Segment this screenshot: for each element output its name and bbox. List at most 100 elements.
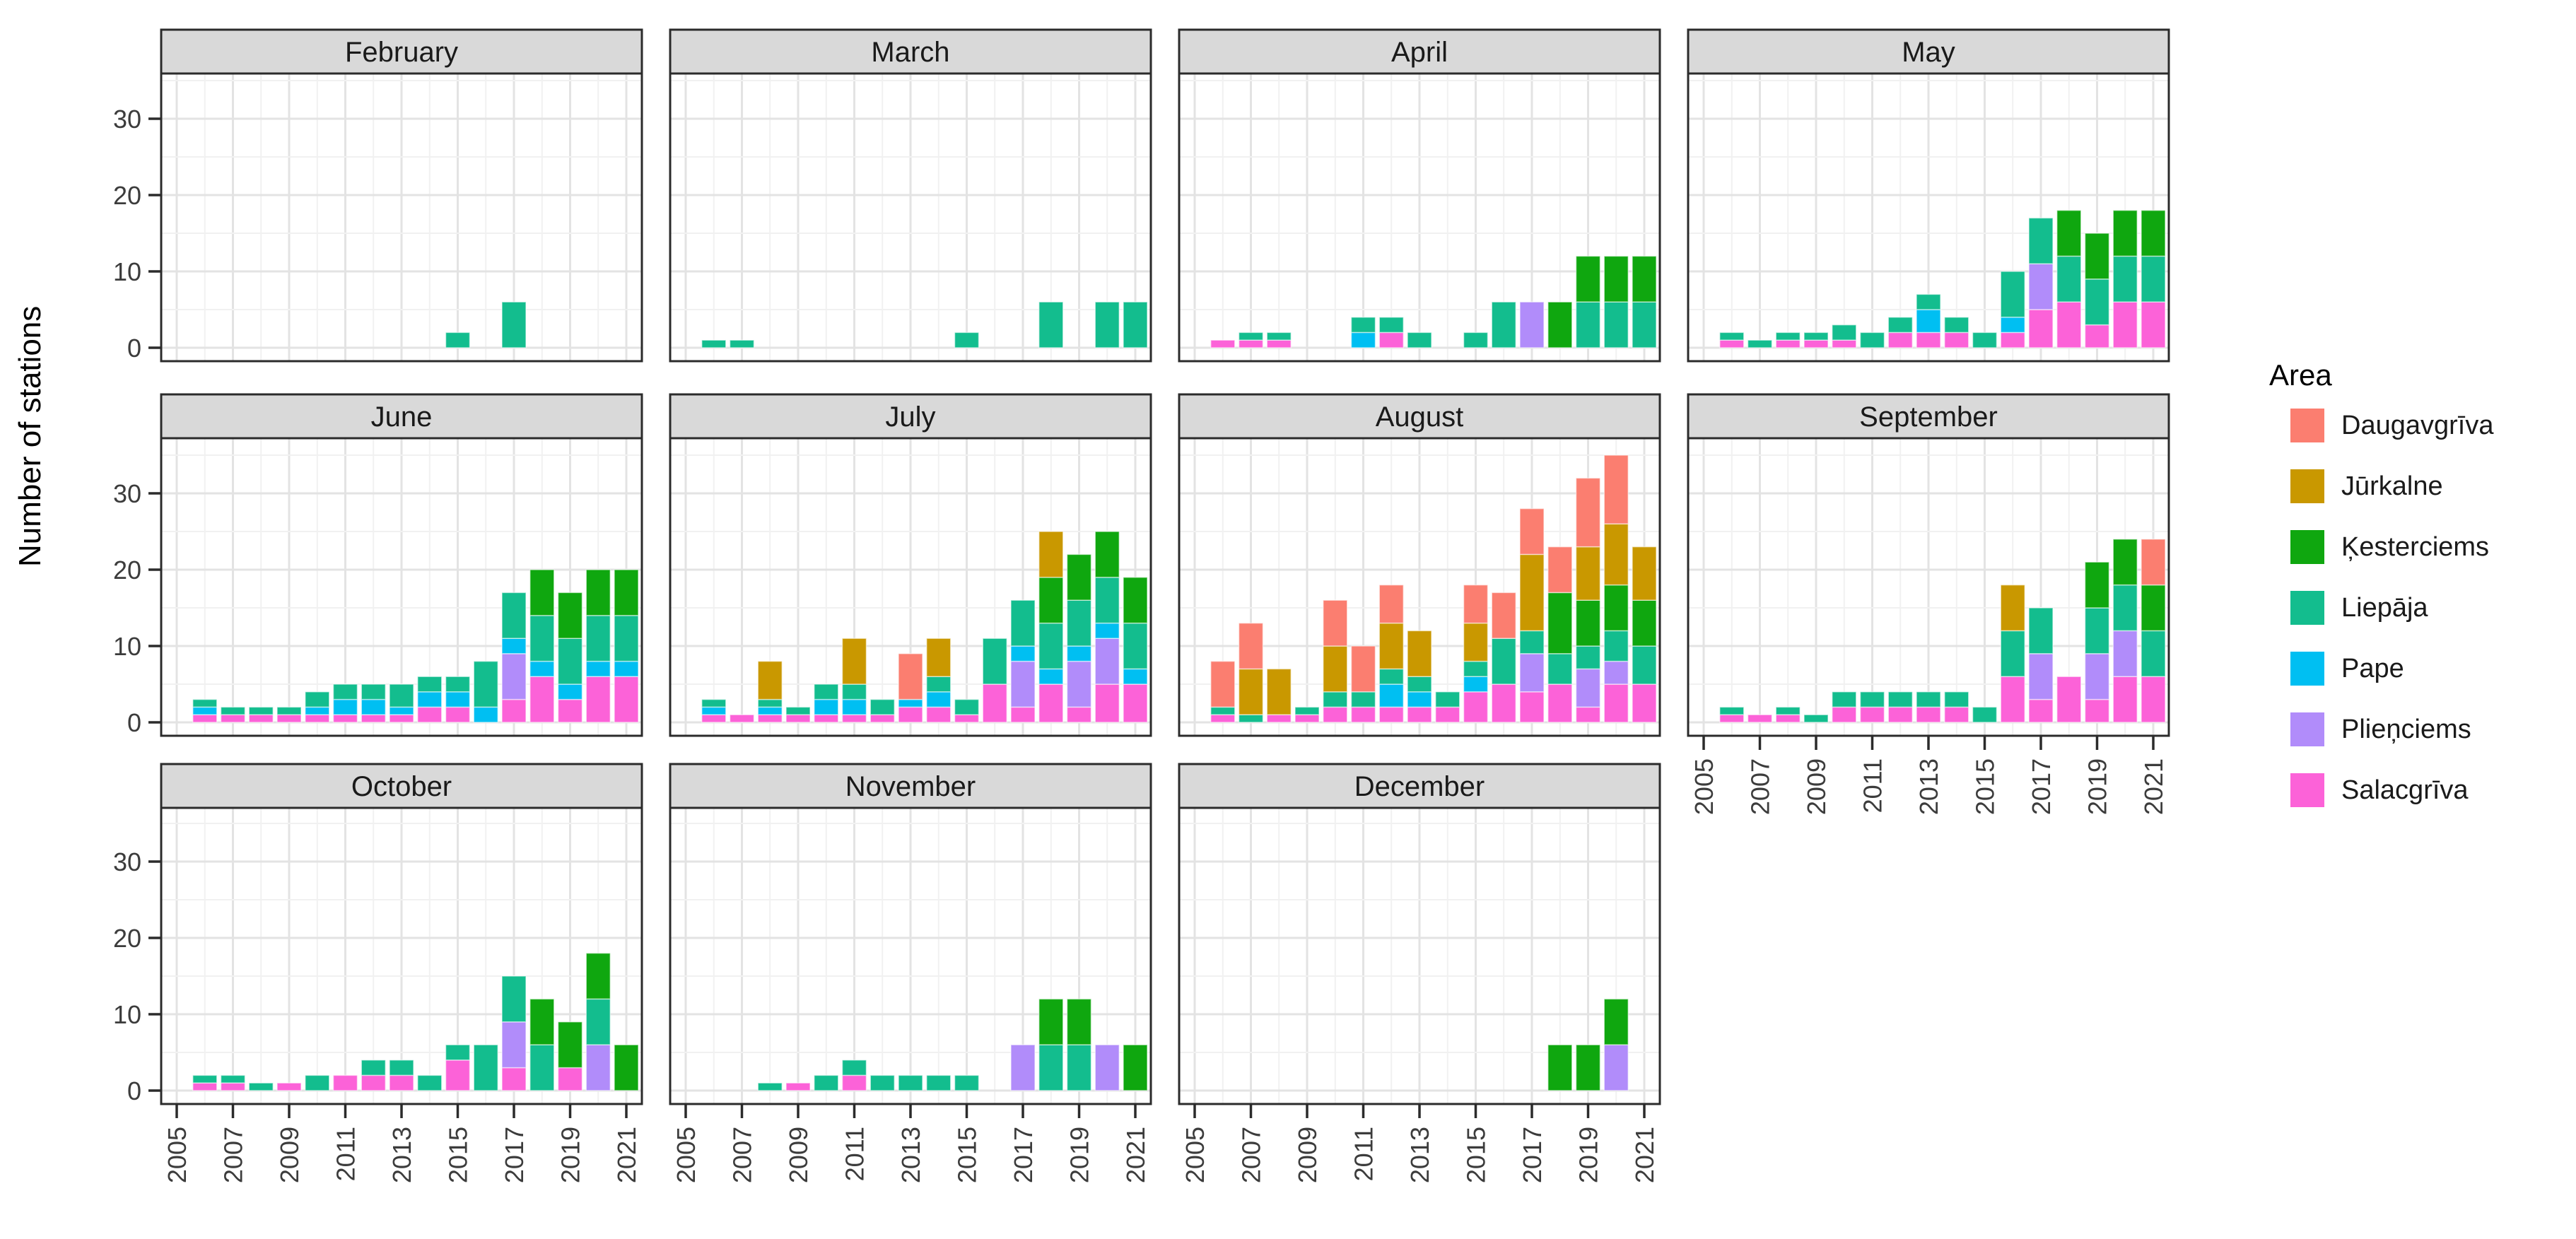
bar-segment-salacgrīva-2009 (785, 1082, 811, 1091)
bar-segment-salacgrīva-2013 (1407, 706, 1432, 723)
bar-segment-plieņciems-2017 (2028, 263, 2054, 310)
bar-segment-ķesterciems-2018 (2056, 209, 2082, 257)
bar-segment-liepāja-2012 (361, 683, 386, 700)
bar-segment-ķesterciems-2019 (1575, 599, 1601, 647)
bar-segment-liepāja-2009 (1294, 706, 1320, 715)
bar-segment-liepāja-2012 (870, 698, 895, 715)
bar-segment-ķesterciems-2018 (1547, 301, 1573, 348)
bar-segment-liepāja-2014 (1435, 691, 1460, 708)
bar-segment-salacgrīva-2018 (529, 676, 555, 723)
bar-segment-liepāja-2020 (1094, 577, 1120, 624)
bar-segment-salacgrīva-2007 (1747, 714, 1773, 723)
bar-segment-liepāja-2020 (1603, 630, 1629, 662)
bar-segment-pape-2012 (1378, 683, 1404, 708)
y-tick-label: 0 (127, 1076, 141, 1105)
x-tick-label: 2015 (1971, 758, 2000, 815)
bar-segment-liepāja-2012 (870, 1074, 895, 1091)
x-tick-label: 2013 (387, 1127, 416, 1183)
facet-strip (1178, 393, 1661, 440)
bar-segment-salacgrīva-2020 (2112, 301, 2138, 348)
bar-segment-salacgrīva-2006 (701, 714, 727, 723)
x-tick-label: 2013 (896, 1127, 925, 1183)
bar-segment-liepāja-2021 (1123, 301, 1148, 348)
bar-segment-jūrkalne-2012 (1378, 622, 1404, 670)
y-tick-label: 10 (113, 1000, 141, 1029)
x-tick-label: 2019 (556, 1127, 585, 1183)
facet-strip-label: December (1354, 771, 1485, 802)
bar-segment-liepāja-2020 (585, 998, 611, 1045)
bar-segment-liepāja-2017 (501, 301, 527, 348)
x-tick-label: 2009 (1293, 1127, 1322, 1183)
x-tick-label: 2011 (1858, 758, 1887, 813)
bar-segment-daugavgrīva-2016 (1491, 592, 1516, 639)
bar-segment-jūrkalne-2008 (757, 660, 783, 700)
bar-segment-pape-2013 (1407, 691, 1432, 708)
bar-segment-ķesterciems-2019 (2084, 561, 2110, 609)
bar-segment-salacgrīva-2007 (220, 714, 246, 723)
bar-segment-salacgrīva-2010 (1832, 706, 1857, 723)
bar-segment-salacgrīva-2021 (2141, 301, 2166, 348)
bar-segment-salacgrīva-2011 (332, 714, 358, 723)
bar-segment-salacgrīva-2019 (557, 1067, 583, 1091)
bar-segment-pape-2011 (1350, 331, 1376, 348)
bar-segment-ķesterciems-2020 (585, 952, 611, 1000)
bar-segment-pape-2008 (757, 706, 783, 715)
bar-segment-salacgrīva-2011 (841, 1074, 867, 1091)
bar-segment-ķesterciems-2020 (1603, 584, 1629, 632)
facet-strip (160, 28, 643, 75)
bar-segment-pape-2016 (2000, 317, 2025, 334)
bar-segment-plieņciems-2020 (2112, 630, 2138, 677)
bar-segment-liepāja-2014 (926, 676, 952, 693)
bar-segment-salacgrīva-2019 (557, 698, 583, 723)
bar-segment-pape-2013 (389, 706, 414, 715)
bar-segment-salacgrīva-2017 (501, 698, 527, 723)
bar-segment-jūrkalne-2010 (1323, 645, 1348, 693)
bar-segment-liepāja-2020 (1603, 301, 1629, 348)
bar-segment-plieņciems-2017 (501, 653, 527, 700)
bar-segment-liepāja-2017 (2028, 217, 2054, 264)
bar-segment-salacgrīva-2015 (954, 714, 980, 723)
bar-segment-salacgrīva-2009 (1803, 339, 1829, 348)
bar-segment-liepāja-2013 (1407, 676, 1432, 693)
bar-segment-liepāja-2006 (1210, 706, 1236, 715)
bar-segment-salacgrīva-2017 (501, 1067, 527, 1091)
bar-segment-salacgrīva-2021 (2141, 676, 2166, 723)
bar-segment-ķesterciems-2019 (557, 1021, 583, 1069)
y-tick-label: 0 (127, 334, 141, 363)
bar-segment-liepāja-2015 (1463, 660, 1489, 677)
bar-segment-liepāja-2008 (1775, 331, 1801, 341)
bar-segment-salacgrīva-2008 (1775, 339, 1801, 348)
bar-segment-salacgrīva-2010 (814, 714, 839, 723)
bar-segment-liepāja-2020 (2112, 584, 2138, 632)
facet-strip-label: May (1902, 37, 1955, 68)
legend-label: Jūrkalne (2341, 471, 2443, 501)
bar-segment-ķesterciems-2020 (585, 569, 611, 616)
x-tick-label: 2015 (444, 1127, 473, 1183)
bar-segment-liepāja-2016 (2000, 271, 2025, 318)
bar-segment-plieņciems-2017 (1519, 301, 1545, 348)
bar-segment-liepāja-2007 (220, 706, 246, 715)
bar-segment-plieņciems-2020 (1603, 660, 1629, 685)
bar-segment-liepāja-2013 (898, 1074, 923, 1091)
bar-segment-plieņciems-2020 (1603, 1044, 1629, 1091)
bar-segment-pape-2017 (501, 638, 527, 654)
bar-segment-jūrkalne-2017 (1519, 553, 1545, 632)
bar-segment-pape-2015 (445, 691, 471, 708)
bar-segment-liepāja-2008 (757, 1082, 783, 1091)
bar-segment-salacgrīva-2021 (1123, 683, 1148, 723)
bar-segment-salacgrīva-2012 (1887, 331, 1913, 348)
bar-segment-liepāja-2014 (926, 1074, 952, 1091)
legend-key-daugavgrīva (2290, 409, 2324, 442)
bar-segment-salacgrīva-2016 (2000, 331, 2025, 348)
bar-segment-plieņciems-2017 (2028, 653, 2054, 700)
bar-segment-jūrkalne-2021 (1632, 546, 1657, 601)
bar-segment-salacgrīva-2018 (2056, 676, 2082, 723)
bar-segment-salacgrīva-2011 (1859, 706, 1885, 723)
bar-segment-ķesterciems-2021 (1632, 255, 1657, 303)
bar-segment-liepāja-2015 (445, 1044, 471, 1061)
bar-segment-plieņciems-2020 (1094, 638, 1120, 685)
bar-segment-liepāja-2014 (417, 676, 443, 693)
x-tick-label: 2021 (1121, 1127, 1150, 1183)
bar-segment-liepāja-2019 (2084, 278, 2110, 326)
bar-segment-pape-2015 (1463, 676, 1489, 693)
